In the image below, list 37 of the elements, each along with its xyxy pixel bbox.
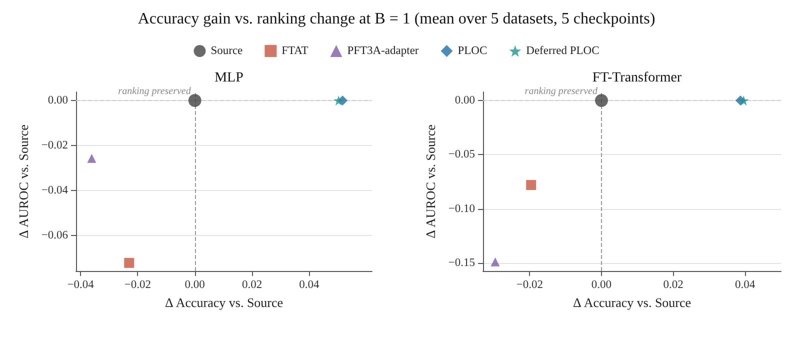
annotation: ranking preserved bbox=[118, 86, 192, 98]
x-tick-label: −0.04 bbox=[67, 279, 94, 291]
y-tick-label: −0.15 bbox=[448, 256, 476, 269]
point bbox=[334, 96, 344, 106]
x-axis-title: Δ Accuracy vs. Source bbox=[164, 294, 284, 310]
legend-label: PFT3A-adapter bbox=[347, 45, 419, 57]
point bbox=[490, 257, 500, 266]
chart-subtitle: MLP bbox=[214, 70, 244, 86]
y-axis-title: Δ AUROC vs. Source bbox=[16, 124, 31, 238]
x-tick-label: −0.02 bbox=[516, 279, 544, 291]
x-tick-label: 0.00 bbox=[184, 279, 206, 291]
x-tick-label: 0.02 bbox=[663, 279, 684, 291]
legend-label: Source bbox=[210, 45, 243, 57]
annotation: ranking preserved bbox=[524, 86, 598, 98]
chart-subtitle: FT-Transformer bbox=[592, 70, 682, 86]
x-tick-label: 0.04 bbox=[299, 279, 320, 291]
y-tick-label: −0.06 bbox=[41, 229, 68, 242]
x-tick-label: 0.00 bbox=[591, 279, 612, 291]
y-tick-label: 0.00 bbox=[454, 94, 476, 107]
x-tick-label: 0.02 bbox=[242, 279, 262, 291]
y-tick-label: −0.02 bbox=[41, 140, 68, 152]
y-tick-label: −0.10 bbox=[448, 202, 476, 215]
y-tick-label: −0.04 bbox=[41, 184, 68, 196]
point bbox=[738, 96, 749, 106]
chart-title: Accuracy gain vs. ranking change at B = 1 (mean over 5 datasets, 5 checkpoints) bbox=[138, 10, 656, 28]
x-tick-label: 0.04 bbox=[735, 279, 756, 291]
point bbox=[526, 180, 536, 190]
y-tick-label: 0.00 bbox=[48, 94, 68, 107]
legend-label: Deferred PLOC bbox=[526, 45, 600, 57]
point bbox=[124, 258, 134, 268]
y-axis-title: Δ AUROC vs. Source bbox=[423, 124, 438, 238]
x-tick-label: −0.02 bbox=[124, 279, 152, 291]
point bbox=[87, 154, 96, 163]
legend-label: PLOC bbox=[458, 45, 488, 57]
legend-label: FTAT bbox=[282, 45, 308, 57]
x-axis-title: Δ Accuracy vs. Source bbox=[572, 294, 692, 310]
y-tick-label: −0.05 bbox=[448, 148, 476, 161]
